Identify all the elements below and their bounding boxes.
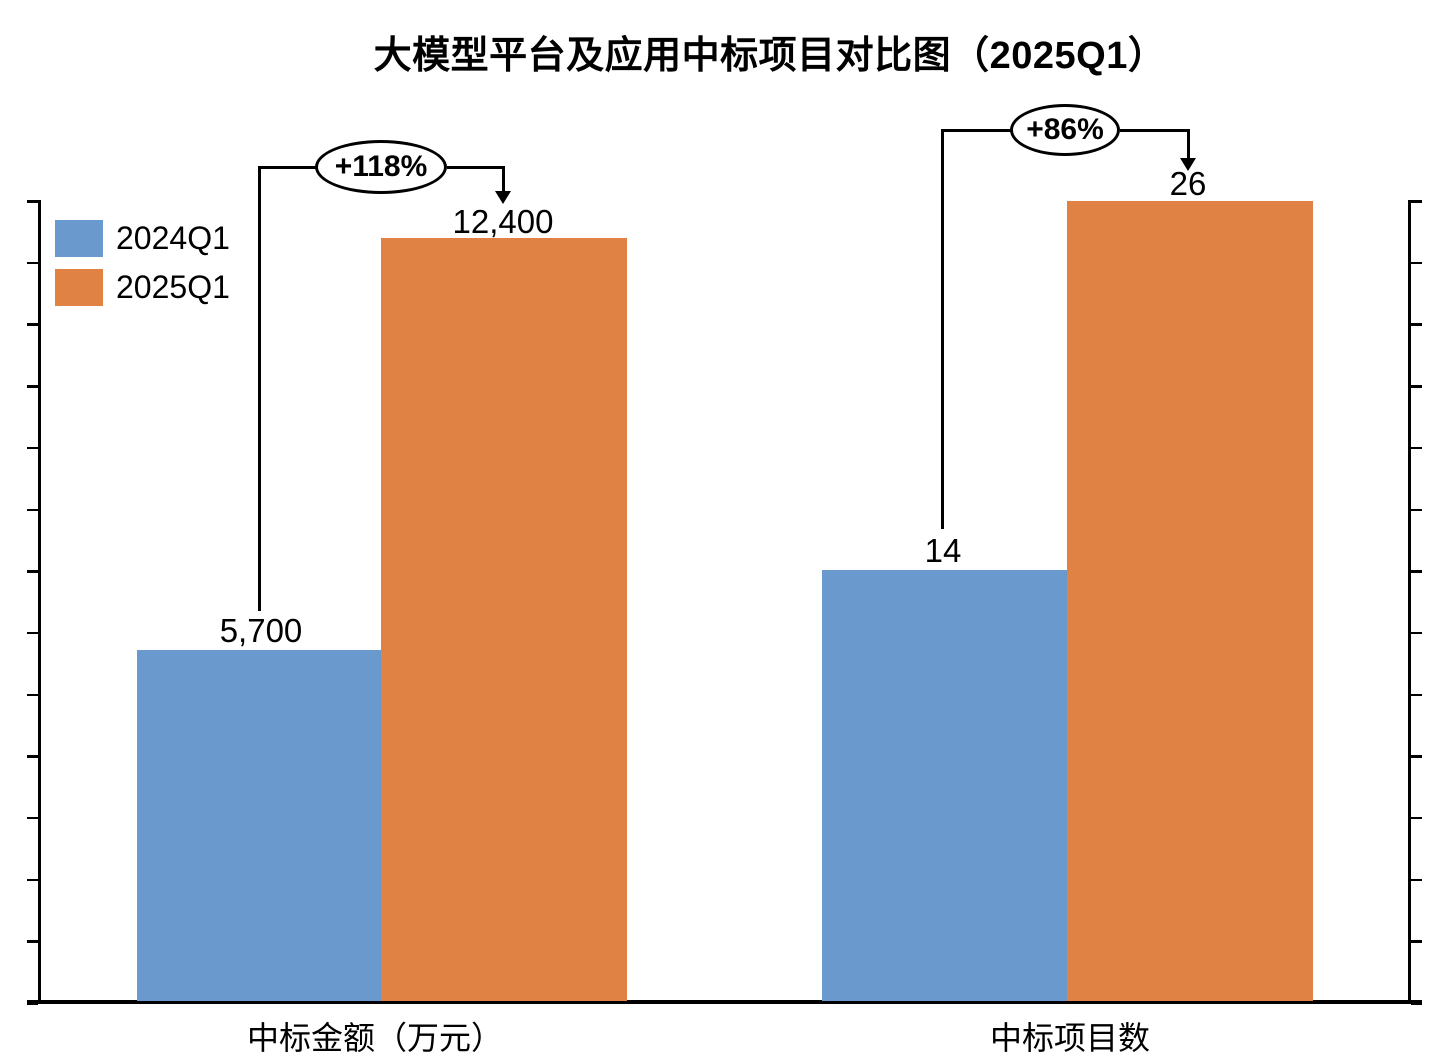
- axis-tick: [1411, 446, 1422, 450]
- axis-tick: [27, 385, 38, 388]
- axis-tick: [1411, 816, 1422, 820]
- bar-2025q1-amount: [381, 237, 627, 1001]
- axis-tick: [27, 755, 38, 758]
- value-label-2025q1-count: 26: [1169, 165, 1207, 202]
- axis-tick: [27, 1002, 38, 1005]
- value-label-2024q1-amount: 5,700: [219, 612, 303, 649]
- axis-tick: [1411, 631, 1422, 635]
- axis-tick: [1411, 508, 1422, 511]
- axis-tick: [1411, 323, 1422, 326]
- annotation-amount-riser-line: [258, 168, 261, 611]
- value-label-2024q1-count: 14: [924, 532, 962, 569]
- annotation-amount-left-connector: [258, 166, 316, 169]
- legend: 2024Q1 2025Q1: [55, 220, 230, 306]
- axis-tick: [27, 570, 38, 573]
- axis-tick: [27, 693, 38, 696]
- legend-swatch-2025q1: [55, 269, 103, 306]
- axis-tick: [1411, 261, 1422, 265]
- right-axis-line: [1408, 200, 1411, 1003]
- category-label-count: 中标项目数: [989, 1020, 1151, 1056]
- bar-2024q1-amount: [137, 650, 381, 1001]
- axis-tick: [1411, 693, 1422, 696]
- legend-item-2024q1: 2024Q1: [55, 220, 230, 257]
- bar-2024q1-count: [822, 570, 1067, 1001]
- annotation-count-drop-line: [1187, 129, 1190, 160]
- axis-tick: [1411, 940, 1422, 943]
- left-axis-ticks: [27, 200, 38, 1005]
- annotation-amount-bubble: +118%: [315, 140, 447, 194]
- axis-tick: [27, 323, 38, 326]
- axis-tick: [1411, 1002, 1422, 1005]
- annotation-count-left-connector: [941, 129, 1011, 132]
- right-axis-ticks: [1411, 200, 1422, 1005]
- left-axis-line: [38, 200, 41, 1003]
- axis-tick: [27, 508, 38, 511]
- legend-swatch-2024q1: [55, 220, 103, 257]
- axis-tick: [1411, 570, 1422, 573]
- annotation-count-bubble: +86%: [1010, 104, 1120, 156]
- legend-label-2024q1: 2024Q1: [116, 220, 230, 256]
- axis-tick: [27, 446, 38, 450]
- axis-tick: [1411, 755, 1422, 758]
- axis-tick: [27, 816, 38, 820]
- axis-tick: [27, 261, 38, 265]
- legend-label-2025q1: 2025Q1: [116, 269, 230, 305]
- annotation-count-right-connector: [1120, 129, 1189, 132]
- chart-title: 大模型平台及应用中标项目对比图（2025Q1）: [373, 35, 1167, 77]
- axis-tick: [27, 631, 38, 635]
- axis-tick: [1411, 385, 1422, 388]
- bar-2025q1-count: [1067, 201, 1313, 1001]
- annotation-count-arrowhead-icon: [1180, 158, 1196, 171]
- annotation-amount-drop-line: [502, 166, 505, 193]
- axis-tick: [27, 200, 38, 203]
- annotation-amount-arrowhead-icon: [495, 191, 511, 204]
- annotation-amount-right-connector: [447, 166, 505, 169]
- axis-tick: [1411, 200, 1422, 203]
- axis-tick: [27, 940, 38, 943]
- axis-tick: [1411, 878, 1422, 882]
- axis-tick: [27, 878, 38, 882]
- value-label-2025q1-amount: 12,400: [452, 203, 554, 240]
- legend-item-2025q1: 2025Q1: [55, 269, 230, 306]
- annotation-count-riser-line: [941, 131, 944, 529]
- category-label-amount: 中标金额（万元）: [246, 1020, 504, 1056]
- annotation-amount-text: +118%: [334, 150, 428, 183]
- annotation-count-text: +86%: [1026, 113, 1104, 146]
- x-axis-line: [27, 1000, 1422, 1004]
